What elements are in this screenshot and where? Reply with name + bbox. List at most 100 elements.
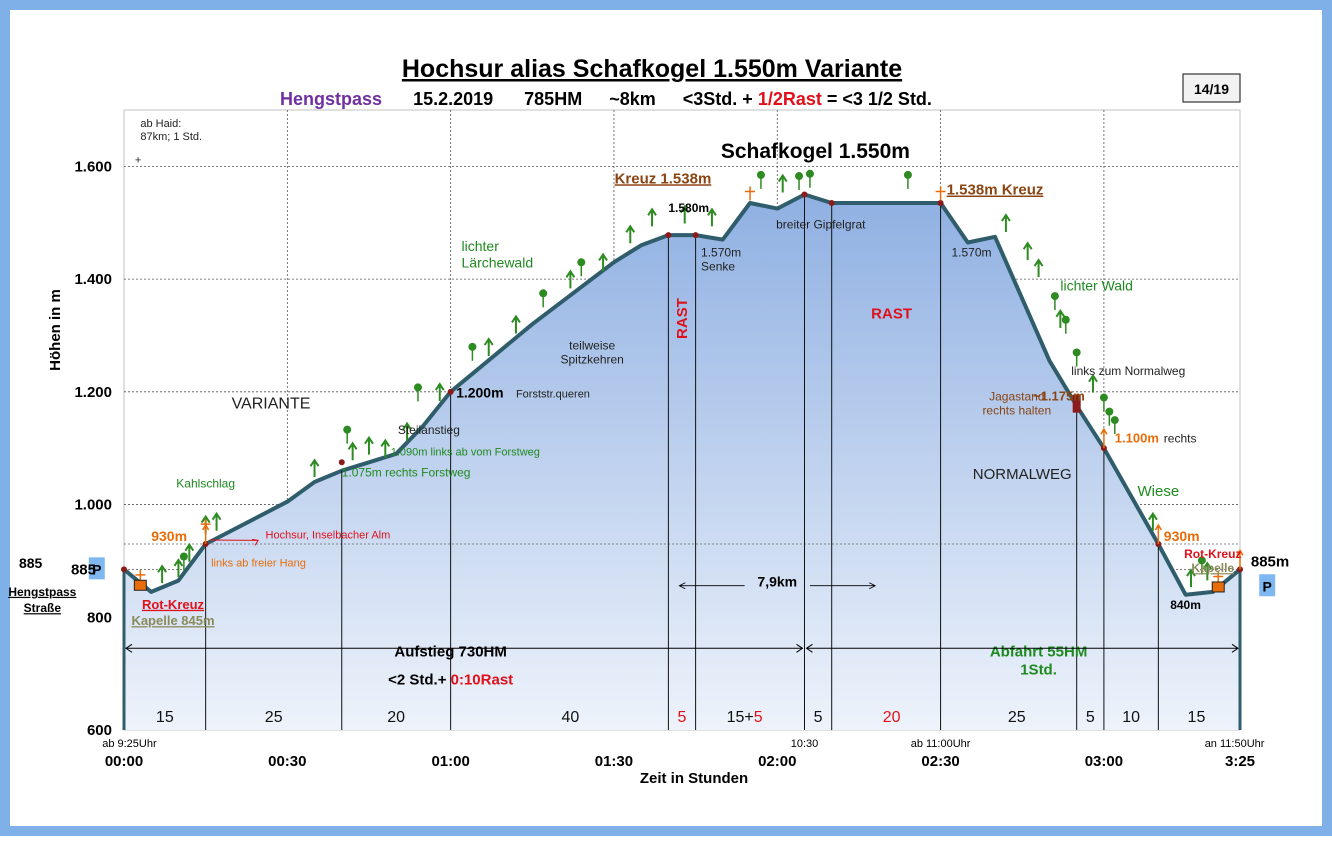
annotation-line: VARIANTE xyxy=(232,396,311,413)
annotation-line: 1.570m xyxy=(701,246,741,260)
annotation-label: ~1.175m xyxy=(1033,388,1085,403)
tree-arrow-icon xyxy=(173,558,184,577)
annotation-label: Aufstieg 730HM xyxy=(394,644,507,661)
annotation-line: Kreuz 1.538m xyxy=(615,170,712,187)
tree-crown-icon xyxy=(1099,393,1108,402)
tree-arrow-icon xyxy=(380,438,391,458)
tree-crown-icon xyxy=(577,258,586,267)
annotation-label: Hengstpass xyxy=(8,585,76,599)
y-tick-label: 1.000 xyxy=(74,497,112,514)
tree-crown-icon xyxy=(756,170,765,179)
time-note-label: an 11:50Uhr xyxy=(1205,738,1265,750)
annotation-label: lichter Lärchewald xyxy=(462,238,534,271)
annotation-label: teilweise Spitzkehren xyxy=(560,339,623,367)
annotation-label: Jagastand rechts halten xyxy=(982,389,1051,417)
cross-icon xyxy=(935,186,946,201)
tree-arrow-icon xyxy=(511,314,521,334)
waypoint-dot xyxy=(665,232,672,239)
annotation-line: RAST xyxy=(871,306,912,323)
segment-duration: 15+5 xyxy=(727,709,763,726)
segment-duration: 5 xyxy=(678,709,687,726)
aufstieg-time-b: 0:10Rast xyxy=(451,672,514,689)
annotation-label: 1.580m xyxy=(668,201,709,215)
annotation-line: 930m xyxy=(151,528,187,544)
tree-arrow-icon xyxy=(434,382,445,402)
annotation-line: teilweise xyxy=(569,339,615,353)
distance-arrow-right xyxy=(809,582,877,590)
annotation-label: 1.200m xyxy=(456,384,503,400)
annotation-line: 7,9km xyxy=(757,573,797,589)
annotation-line: Senke xyxy=(701,260,735,274)
tree-crown-icon xyxy=(179,552,188,561)
aufstieg-time-a: <2 Std.+ xyxy=(388,672,451,689)
waypoint-dot xyxy=(937,200,944,206)
annotation-line: Steilanstieg xyxy=(398,423,460,437)
tree-crown-icon xyxy=(1110,416,1119,425)
annotation-line: 1.100m xyxy=(1115,431,1159,446)
waypoint-dot xyxy=(828,200,835,206)
waypoint-dot xyxy=(447,388,454,395)
annotation-label: lichter Wald xyxy=(1060,277,1133,293)
annotation-line: 1.200m xyxy=(456,384,503,400)
annotation-label: 1.570m Senke xyxy=(701,246,741,274)
tree-crown-icon xyxy=(343,425,352,434)
annotation-label: RAST xyxy=(871,306,912,323)
tree-arrow-icon xyxy=(483,337,494,356)
annotation-label: 885m xyxy=(1251,554,1289,571)
annotation-label: NORMALWEG xyxy=(973,466,1072,483)
annotation-label: 840m xyxy=(1170,598,1201,612)
annotation-line: links zum Normalweg xyxy=(1071,364,1185,378)
x-tick-label: 00:30 xyxy=(268,753,306,770)
tree-arrow-icon xyxy=(402,421,412,441)
annotation-line: 1.570m xyxy=(951,246,991,260)
profile-line xyxy=(122,192,1242,597)
tree-arrow-icon xyxy=(211,511,222,531)
x-tick-label: 01:00 xyxy=(431,753,469,770)
tree-arrow-icon xyxy=(777,173,788,193)
chapel-icon xyxy=(133,579,147,591)
annotation-label: + xyxy=(135,155,141,167)
annotation-line: rechts halten xyxy=(982,403,1051,417)
annotation-line: Jagastand xyxy=(989,389,1044,403)
tree-arrow-icon xyxy=(679,204,690,224)
tree-arrow-icon xyxy=(1148,511,1158,531)
annotation-label: rechts xyxy=(1164,432,1197,446)
annotation-label: Kahlschlag xyxy=(176,477,235,491)
annotation-line: 1Std. xyxy=(1020,661,1057,678)
parking-sign-start: P xyxy=(92,561,101,577)
time-note-label: 10:30 xyxy=(791,738,819,750)
annotation-line: breiter Gipfelgrat xyxy=(776,217,866,231)
annotation-line: Forststr.queren xyxy=(516,388,590,400)
subtitle-place: Hengstpass xyxy=(280,89,382,109)
page-badge: 14/19 xyxy=(1194,81,1229,97)
hochsur-pointer-arrow xyxy=(209,538,259,546)
annotation-line: lichter Wald xyxy=(1060,277,1133,293)
time-note-label: ab 9:25Uhr xyxy=(102,738,157,750)
annotation-line: Aufstieg 730HM xyxy=(394,644,507,661)
annotation-line: 87km; 1 Std. xyxy=(140,131,202,143)
tree-arrow-icon xyxy=(707,207,717,227)
x-tick-label: 3:25 xyxy=(1225,753,1255,770)
annotation-line: 1.538m Kreuz xyxy=(947,182,1044,199)
x-axis-title: Zeit in Stunden xyxy=(640,770,748,787)
annotation-line: Hochsur, Inselbacher Alm xyxy=(266,529,391,541)
y-tick-label: 600 xyxy=(87,722,112,739)
tree-crown-icon xyxy=(1105,407,1114,416)
annotation-line: Spitzkehren xyxy=(560,353,623,367)
annotation-label: Steilanstieg xyxy=(398,423,460,437)
annotation-line: NORMALWEG xyxy=(973,466,1072,483)
tree-crown-icon xyxy=(1197,556,1206,565)
annotation-label: Rot-Kreuz xyxy=(1184,547,1241,561)
segment-duration: 40 xyxy=(562,709,580,726)
time-note-label: ab 11:00Uhr xyxy=(911,738,971,750)
annotation-line: Kahlschlag xyxy=(176,477,235,491)
subtitle-time-rast: 1/2Rast xyxy=(758,89,822,109)
annotation-line: 1.090m links ab vom Forstweg xyxy=(391,447,540,459)
annotation-line: + xyxy=(135,155,141,167)
orange-pole-icon xyxy=(1154,523,1162,544)
annotation-label: 1.538m Kreuz xyxy=(947,182,1044,199)
segment-duration: 10 xyxy=(1122,709,1140,726)
annotation-label: 1.570m xyxy=(951,246,991,260)
parking-sign-start-box xyxy=(88,557,105,580)
